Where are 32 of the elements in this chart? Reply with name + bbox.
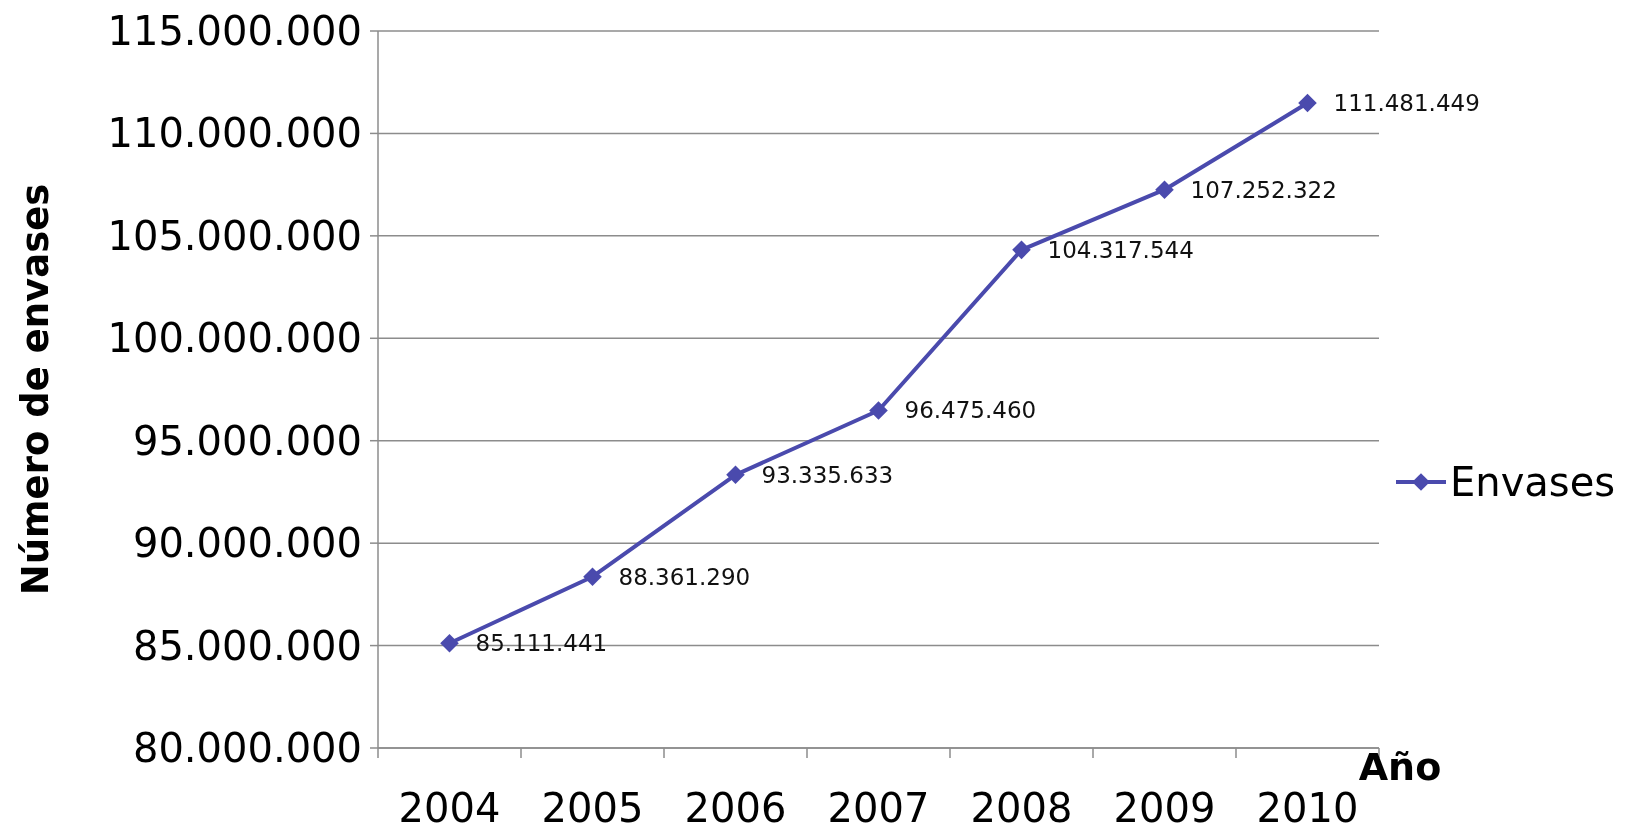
y-axis-title: Número de envases [14, 183, 57, 596]
x-tick-label: 2010 [1256, 785, 1359, 831]
y-tick-label: 100.000.000 [107, 315, 362, 362]
point [1012, 240, 1031, 260]
point [1298, 93, 1317, 113]
point [1155, 180, 1174, 200]
y-tick-label: 105.000.000 [107, 212, 362, 259]
x-tick-label: 2009 [1113, 785, 1216, 831]
x-tick-label: 2006 [684, 785, 787, 831]
x-tick-label: 2004 [398, 785, 501, 831]
point [583, 567, 602, 586]
data-label: 111.481.449 [1333, 90, 1480, 117]
data-label: 96.475.460 [904, 397, 1037, 424]
data-label: 93.335.633 [761, 461, 894, 488]
y-tick-label: 90.000.000 [132, 520, 362, 567]
data-label: 88.361.290 [618, 563, 751, 590]
legend-label: Envases [1450, 459, 1616, 505]
y-tick-label: 115.000.000 [107, 8, 362, 54]
x-tick-label: 2007 [827, 785, 930, 831]
point [440, 634, 459, 653]
y-tick-label: 95.000.000 [132, 417, 362, 464]
data-label: 104.317.544 [1047, 236, 1194, 263]
y-tick-label: 85.000.000 [132, 622, 362, 669]
x-tick-label: 2005 [541, 785, 644, 831]
data-label: 107.252.322 [1190, 176, 1337, 203]
data-label: 85.111.441 [475, 630, 608, 657]
x-axis-title: Año [1358, 745, 1442, 789]
y-tick-label: 110.000.000 [107, 110, 362, 157]
point [726, 465, 745, 485]
point [869, 401, 888, 420]
y-tick-label: 80.000.000 [132, 725, 362, 771]
x-tick-label: 2008 [970, 785, 1073, 831]
